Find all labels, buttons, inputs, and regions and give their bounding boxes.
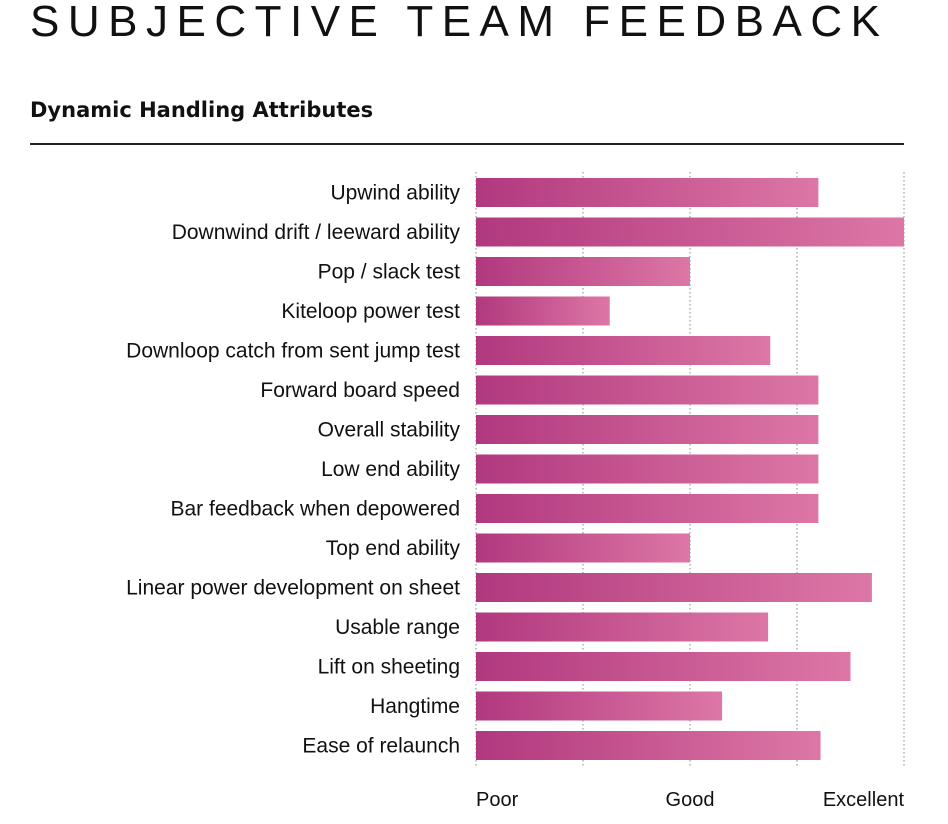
bar-6: [476, 415, 819, 444]
x-tick-labels: Poor Good Excellent: [476, 789, 904, 811]
bar-10: [476, 573, 872, 602]
bar-3: [476, 296, 610, 326]
category-label-10: Linear power development on sheet: [126, 577, 460, 600]
category-label-1: Downwind drift / leeward ability: [172, 221, 461, 244]
x-tick-label-1: Good: [666, 789, 715, 811]
bar-2: [476, 257, 690, 286]
category-label-14: Ease of relaunch: [302, 735, 460, 758]
bar-1: [476, 217, 904, 247]
category-label-3: Kiteloop power test: [281, 300, 460, 323]
category-labels: Upwind ability Downwind drift / leeward a…: [126, 182, 460, 758]
category-label-5: Forward board speed: [260, 379, 460, 402]
bar-11: [476, 612, 769, 642]
bar-8: [476, 494, 819, 523]
category-label-13: Hangtime: [370, 695, 460, 718]
bar-9: [476, 533, 690, 563]
bar-4: [476, 336, 771, 365]
bar-7: [476, 454, 819, 484]
category-label-2: Pop / slack test: [318, 261, 461, 284]
bar-13: [476, 691, 723, 721]
category-label-0: Upwind ability: [330, 182, 460, 205]
chart-subtitle: Dynamic Handling Attributes: [30, 98, 374, 122]
category-label-11: Usable range: [335, 616, 460, 639]
category-label-4: Downloop catch from sent jump test: [126, 340, 460, 363]
bar-14: [476, 731, 821, 760]
bar-5: [476, 375, 819, 405]
category-label-6: Overall stability: [318, 419, 461, 442]
category-label-7: Low end ability: [321, 458, 460, 481]
bars: [476, 178, 904, 760]
title-divider: [30, 143, 904, 145]
x-tick-label-0: Poor: [476, 789, 519, 811]
bar-0: [476, 178, 819, 207]
category-label-9: Top end ability: [326, 537, 461, 560]
category-label-8: Bar feedback when depowered: [170, 498, 460, 521]
bar-12: [476, 652, 851, 681]
x-tick-label-2: Excellent: [823, 789, 905, 811]
category-label-12: Lift on sheeting: [318, 656, 460, 679]
page-title: SUBJECTIVE TEAM FEEDBACK: [30, 0, 889, 46]
